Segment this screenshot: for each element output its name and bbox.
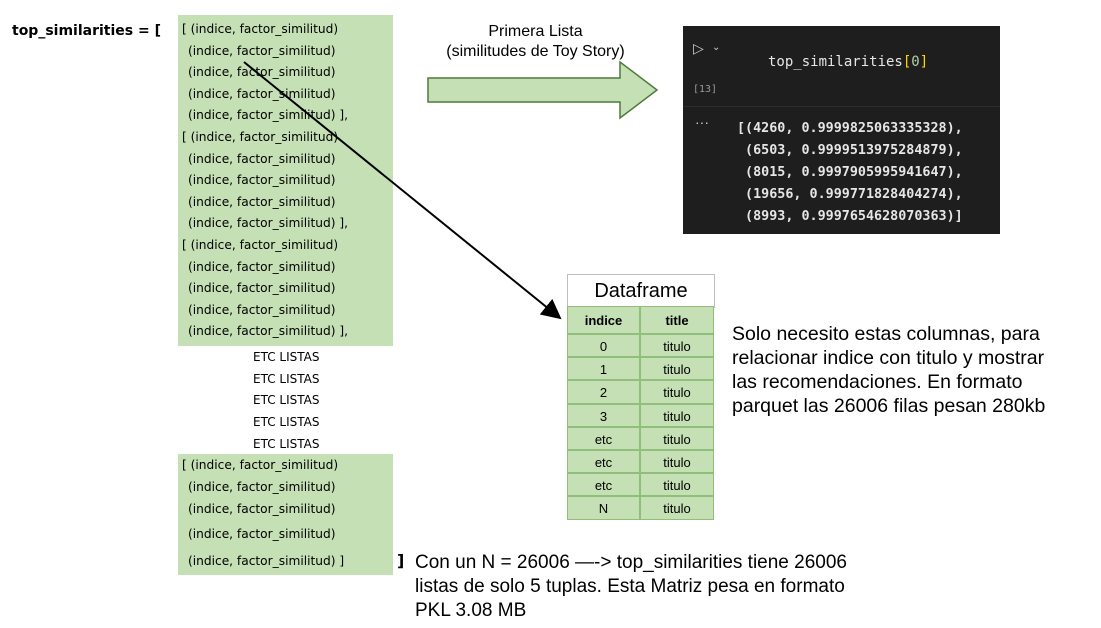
cell-indice: etc bbox=[567, 473, 640, 496]
bottom-note-line-1: Con un N = 26006 —-> top_similarities ti… bbox=[415, 552, 847, 573]
right-note-line-2: relacionar indice con titulo y mostrar bbox=[732, 347, 1045, 369]
output-line: (8015, 0.9997905995941647), bbox=[737, 165, 963, 180]
etc-listas-label: ETC LISTAS bbox=[253, 393, 320, 408]
cell-title: titulo bbox=[640, 404, 714, 427]
arrow-label-line-1: Primera Lista bbox=[488, 23, 583, 40]
column-header-title: title bbox=[640, 306, 714, 334]
list-tuple-line: (indice, factor_similitud) ], bbox=[188, 108, 348, 123]
dataframe-title: Dataframe bbox=[567, 274, 715, 308]
cell-indice: N bbox=[567, 496, 640, 520]
code-bracket-open: [ bbox=[902, 54, 912, 70]
list-tuple-line: (indice, factor_similitud) ] bbox=[188, 554, 345, 568]
cell-indice: 1 bbox=[567, 357, 640, 380]
output-ellipsis[interactable]: ··· bbox=[695, 114, 709, 130]
cell-title: titulo bbox=[640, 357, 714, 380]
output-line: (6503, 0.9999513975284879), bbox=[737, 143, 963, 158]
column-header-indice: indice bbox=[567, 306, 640, 334]
cell-indice: etc bbox=[567, 450, 640, 473]
code-index: 0 bbox=[911, 54, 920, 70]
list-tuple-line: (indice, factor_similitud) bbox=[188, 151, 336, 166]
chevron-down-icon[interactable]: ⌄ bbox=[712, 42, 721, 53]
bottom-note-line-3: PKL 3.08 MB bbox=[415, 600, 527, 621]
etc-lines: ETC LISTAS ETC LISTAS ETC LISTAS ETC LISTAS… bbox=[0, 0, 319, 451]
list-block-4 bbox=[178, 454, 393, 575]
code-output: [(4260, 0.9999825063335328), (6503, 0.99… bbox=[737, 118, 963, 228]
list-tuple-line: (indice, factor_similitud) bbox=[188, 43, 336, 58]
cell-indice: 2 bbox=[567, 380, 640, 404]
list-tuple-line: [ (indice, factor_similitud) bbox=[182, 22, 339, 36]
cell-title: titulo bbox=[640, 496, 714, 520]
output-line: (8993, 0.9997654628070363)] bbox=[737, 209, 963, 224]
list-tuple-line: [ (indice, factor_similitud) bbox=[182, 458, 339, 472]
list-tuple-line: (indice, factor_similitud) ], bbox=[188, 216, 348, 231]
diagonal-arrow bbox=[243, 61, 562, 320]
list-tuple-line: (indice, factor_similitud) bbox=[188, 194, 336, 209]
output-line: (19656, 0.999771828404274), bbox=[737, 187, 963, 202]
arrow-label: Primera Lista (similitudes de Toy Story) bbox=[408, 22, 663, 62]
arrow-label-line-2: (similitudes de Toy Story) bbox=[446, 43, 625, 60]
variable-name: top_similarities = [ bbox=[12, 23, 161, 39]
cell-title: titulo bbox=[640, 473, 714, 496]
execution-count: [13] bbox=[693, 84, 718, 95]
list-tuple-line: (indice, factor_similitud) bbox=[188, 173, 336, 188]
cell-title: titulo bbox=[640, 427, 714, 450]
list-tuple-line: (indice, factor_similitud) bbox=[188, 65, 336, 80]
list-tuple-line: (indice, factor_similitud) bbox=[188, 527, 336, 541]
list-block-2 bbox=[178, 134, 393, 242]
list-tuple-line: (indice, factor_similitud) bbox=[188, 302, 336, 317]
list-tuple-line: (indice, factor_similitud) bbox=[188, 480, 336, 494]
cell-indice: 0 bbox=[567, 334, 640, 357]
run-triangle-icon[interactable]: ▷ bbox=[693, 40, 704, 56]
list-tuple-line: [ (indice, factor_similitud) bbox=[182, 130, 339, 144]
code-bracket-close: ] bbox=[919, 54, 929, 70]
etc-listas-label: ETC LISTAS bbox=[253, 371, 320, 386]
cell-title: titulo bbox=[640, 380, 714, 404]
right-note-line-1: Solo necesito estas columnas, para bbox=[732, 323, 1040, 345]
etc-listas-label: ETC LISTAS bbox=[253, 415, 320, 430]
list-tuple-line: (indice, factor_similitud) bbox=[188, 259, 336, 274]
etc-listas-label: ETC LISTAS bbox=[253, 436, 320, 451]
bottom-note: Con un N = 26006 —-> top_similarities ti… bbox=[415, 551, 847, 623]
list-block-3 bbox=[178, 241, 393, 346]
list-lines: [ (indice, factor_similitud) (indice, fac… bbox=[178, 0, 398, 628]
cell-indice: 3 bbox=[567, 404, 640, 427]
code-input[interactable]: top_similarities[0] bbox=[768, 54, 928, 70]
etc-listas-label: ETC LISTAS bbox=[253, 350, 320, 364]
bottom-note-line-2: listas de solo 5 tuplas. Esta Matriz pes… bbox=[415, 576, 845, 597]
cell-divider bbox=[683, 106, 1000, 107]
notebook-code-cell[interactable]: ▷ ⌄ [13] top_similarities[0] ··· [(4260,… bbox=[683, 26, 1000, 234]
cell-indice: etc bbox=[567, 427, 640, 450]
closing-bracket: ] bbox=[397, 551, 405, 570]
list-tuple-line: (indice, factor_similitud) bbox=[188, 502, 336, 516]
list-tuple-line: (indice, factor_similitud) ], bbox=[188, 324, 348, 339]
list-tuple-line: (indice, factor_similitud) bbox=[188, 86, 336, 101]
right-note: Solo necesito estas columnas, para relac… bbox=[732, 322, 1045, 418]
block-arrow bbox=[427, 60, 659, 120]
output-line: [(4260, 0.9999825063335328), bbox=[737, 121, 963, 136]
cell-title: titulo bbox=[640, 334, 714, 357]
right-note-line-4: parquet las 26006 filas pesan 280kb bbox=[732, 395, 1046, 417]
code-prefix: top_similarities bbox=[768, 54, 903, 70]
list-tuple-line: (indice, factor_similitud) bbox=[188, 281, 336, 296]
right-note-line-3: las recomendaciones. En formato bbox=[732, 371, 1023, 393]
list-tuple-line: [ (indice, factor_similitud) bbox=[182, 238, 339, 252]
cell-title: titulo bbox=[640, 450, 714, 473]
list-block-1 bbox=[178, 15, 393, 145]
